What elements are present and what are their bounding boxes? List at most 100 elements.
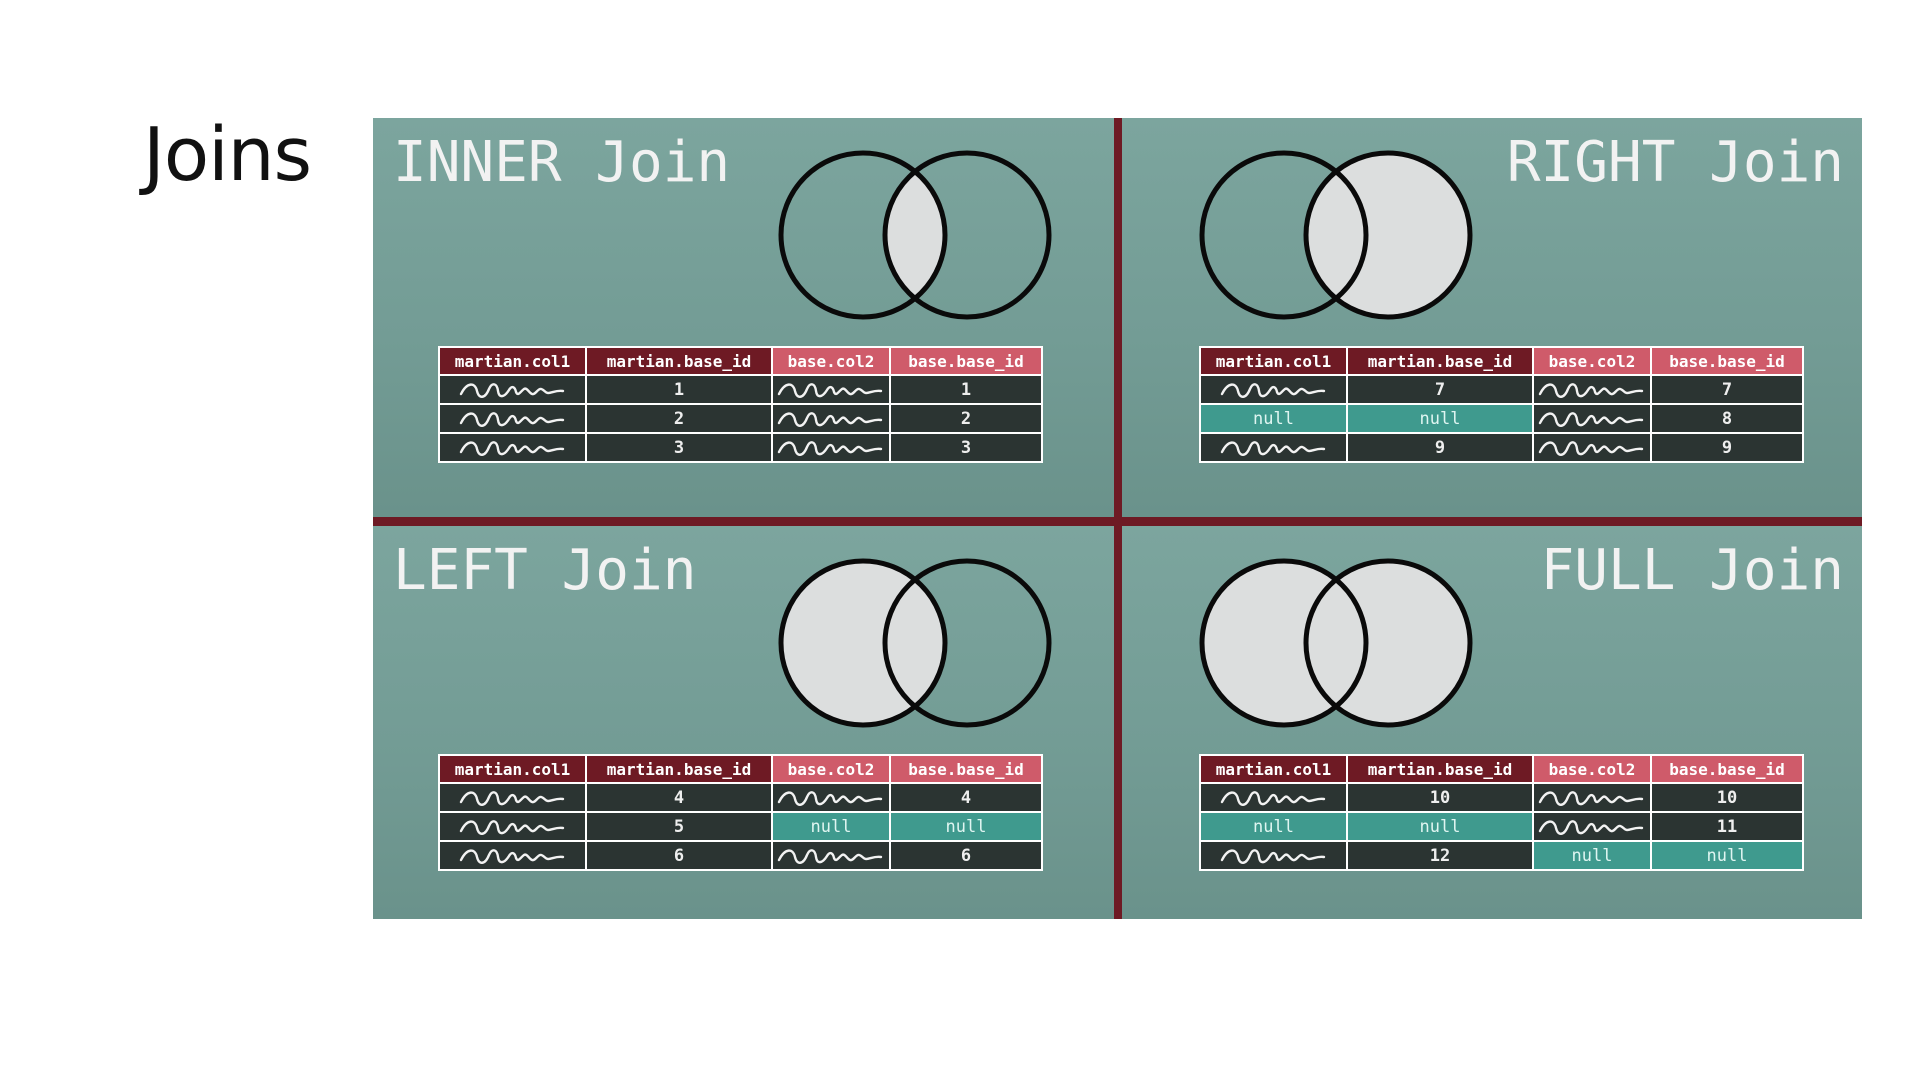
handwriting-squiggle-icon [459, 382, 564, 398]
handwriting-squiggle-icon [777, 382, 883, 398]
value-cell: 1 [585, 374, 773, 405]
venn-intersection-fill [885, 153, 945, 317]
value-cell: 2 [889, 403, 1043, 434]
column-header: martian.base_id [585, 346, 773, 376]
venn-left-circle [778, 150, 948, 320]
handwriting-squiggle-icon [777, 440, 883, 456]
squiggle-cell [438, 432, 587, 463]
column-header: martian.col1 [1199, 346, 1348, 376]
venn-left-circle [1199, 558, 1369, 728]
handwriting-squiggle-icon [459, 440, 564, 456]
inner-join-table: martian.col1 martian.base_id base.col2 base… [438, 346, 1043, 463]
venn-left-fill [781, 561, 945, 725]
left-join-table: martian.col1 martian.base_id base.col2 base… [438, 754, 1043, 871]
column-header: base.col2 [771, 346, 891, 376]
handwriting-squiggle-icon [777, 790, 883, 806]
value-cell: 10 [1650, 782, 1804, 813]
handwriting-squiggle-icon [459, 790, 564, 806]
table-header-row: martian.col1 martian.base_id base.col2 base… [1199, 754, 1804, 784]
squiggle-cell [1532, 782, 1652, 813]
column-header: martian.base_id [585, 754, 773, 784]
handwriting-squiggle-icon [1538, 382, 1644, 398]
value-cell: 1 [889, 374, 1043, 405]
slide-title: Joins [143, 112, 312, 198]
value-cell: 3 [585, 432, 773, 463]
table-header-row: martian.col1 martian.base_id base.col2 base… [438, 754, 1043, 784]
value-cell: 6 [889, 840, 1043, 871]
value-cell: 10 [1346, 782, 1534, 813]
handwriting-squiggle-icon [1538, 790, 1644, 806]
squiggle-cell [771, 432, 891, 463]
inner-join-title: INNER Join [393, 130, 731, 195]
column-header: base.col2 [1532, 346, 1652, 376]
full-join-venn-diagram [1199, 558, 1473, 728]
handwriting-squiggle-icon [1220, 848, 1325, 864]
venn-right-fill [1306, 561, 1470, 725]
handwriting-squiggle-icon [1538, 411, 1644, 427]
handwriting-squiggle-icon [459, 848, 564, 864]
full-join-table: martian.col1 martian.base_id base.col2 base… [1199, 754, 1804, 871]
squiggle-cell [771, 403, 891, 434]
right-join-venn-diagram [1199, 150, 1473, 320]
column-header: martian.base_id [1346, 346, 1534, 376]
null-cell: null [771, 811, 891, 842]
null-cell: null [1532, 840, 1652, 871]
value-cell: 4 [889, 782, 1043, 813]
left-join-title: LEFT Join [393, 538, 697, 603]
handwriting-squiggle-icon [1220, 790, 1325, 806]
inner-join-venn-diagram [778, 150, 1052, 320]
value-cell: 7 [1346, 374, 1534, 405]
column-header: base.col2 [771, 754, 891, 784]
venn-right-fill [1306, 153, 1470, 317]
value-cell: 11 [1650, 811, 1804, 842]
squiggle-cell [1199, 782, 1348, 813]
left-join-panel: LEFT Join martian.col1 martian.base_id bas… [373, 526, 1114, 919]
table-row: null null 11 [1199, 811, 1804, 842]
value-cell: 6 [585, 840, 773, 871]
table-row: null null 8 [1199, 403, 1804, 434]
squiggle-cell [438, 811, 587, 842]
handwriting-squiggle-icon [777, 411, 883, 427]
column-header: base.base_id [889, 754, 1043, 784]
column-header: base.base_id [1650, 346, 1804, 376]
squiggle-cell [438, 782, 587, 813]
handwriting-squiggle-icon [1538, 440, 1644, 456]
squiggle-cell [1532, 374, 1652, 405]
squiggle-cell [438, 403, 587, 434]
table-row: 5 null null [438, 811, 1043, 842]
null-cell: null [889, 811, 1043, 842]
venn-left-circle [1199, 150, 1369, 320]
column-header: martian.col1 [438, 346, 587, 376]
left-join-venn-diagram [778, 558, 1052, 728]
handwriting-squiggle-icon [1538, 819, 1644, 835]
value-cell: 3 [889, 432, 1043, 463]
squiggle-cell [1199, 374, 1348, 405]
handwriting-squiggle-icon [459, 411, 564, 427]
value-cell: 7 [1650, 374, 1804, 405]
squiggle-cell [1532, 811, 1652, 842]
right-join-table: martian.col1 martian.base_id base.col2 base… [1199, 346, 1804, 463]
table-row: 10 10 [1199, 782, 1804, 813]
null-cell: null [1199, 811, 1348, 842]
column-header: base.col2 [1532, 754, 1652, 784]
null-cell: null [1346, 811, 1534, 842]
value-cell: 12 [1346, 840, 1534, 871]
squiggle-cell [771, 782, 891, 813]
table-row: 12 null null [1199, 840, 1804, 871]
column-header: base.base_id [1650, 754, 1804, 784]
inner-join-panel: INNER Join martian.col1 martian.base_id ba… [373, 118, 1114, 517]
join-diagram-grid: INNER Join martian.col1 martian.base_id ba… [373, 118, 1862, 919]
full-join-title: FULL Join [1540, 538, 1844, 603]
column-header: martian.col1 [438, 754, 587, 784]
table-header-row: martian.col1 martian.base_id base.col2 base… [1199, 346, 1804, 376]
value-cell: 8 [1650, 403, 1804, 434]
venn-right-circle [882, 558, 1052, 728]
null-cell: null [1346, 403, 1534, 434]
squiggle-cell [771, 840, 891, 871]
